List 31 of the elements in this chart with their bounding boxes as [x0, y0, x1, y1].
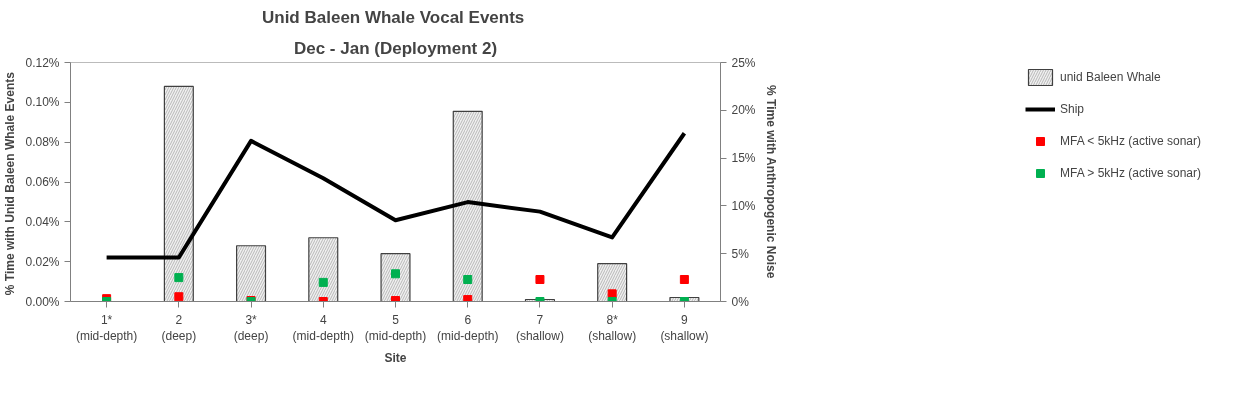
x-tick-label: 6 (mid-depth): [437, 312, 499, 344]
y-tick-label: 0.04%: [25, 214, 60, 229]
y-tick-label: 0.08%: [25, 135, 60, 150]
y2-tick-label: 10%: [731, 198, 756, 213]
y2-tick-label: 25%: [731, 55, 756, 70]
y2-tick-label: 15%: [731, 151, 756, 166]
chart-title: Unid Baleen Whale Vocal Events: [261, 7, 525, 27]
x-tick-label: 9 (shallow): [660, 312, 709, 344]
y-tick-label: 0.00%: [25, 294, 60, 309]
y2-tick-label: 20%: [731, 103, 756, 118]
legend-label: Ship: [1059, 102, 1084, 116]
x-tick-label: 4 (mid-depth): [292, 312, 354, 344]
legend-label: unid Baleen Whale: [1059, 70, 1161, 84]
y-tick-label: 0.12%: [25, 55, 60, 70]
y-tick-label: 0.10%: [25, 95, 60, 110]
x-tick-label: 3* (deep): [233, 312, 269, 344]
chart-subtitle: Dec - Jan (Deployment 2): [293, 38, 498, 58]
y2-tick-label: 0%: [731, 294, 750, 309]
x-tick-label: 8* (shallow): [588, 312, 637, 344]
y2-axis-title: % Time with Anthropogenic Noise: [763, 85, 778, 279]
y-tick-label: 0.02%: [25, 254, 60, 269]
x-tick-label: 2 (deep): [161, 312, 197, 344]
y2-tick-label: 5%: [731, 246, 750, 261]
x-tick-label: 7 (shallow): [515, 312, 564, 344]
y-tick-label: 0.06%: [25, 175, 60, 189]
legend-label: MFA < 5kHz (active sonar): [1059, 134, 1202, 148]
legend-label: MFA > 5kHz (active sonar): [1059, 166, 1202, 180]
x-tick-label: 5 (mid-depth): [364, 312, 427, 344]
y-axis-title: % Time with Unid Baleen Whale Events: [3, 71, 18, 296]
x-axis-title: Site: [384, 351, 407, 366]
x-tick-label: 1* (mid-depth): [75, 312, 138, 344]
